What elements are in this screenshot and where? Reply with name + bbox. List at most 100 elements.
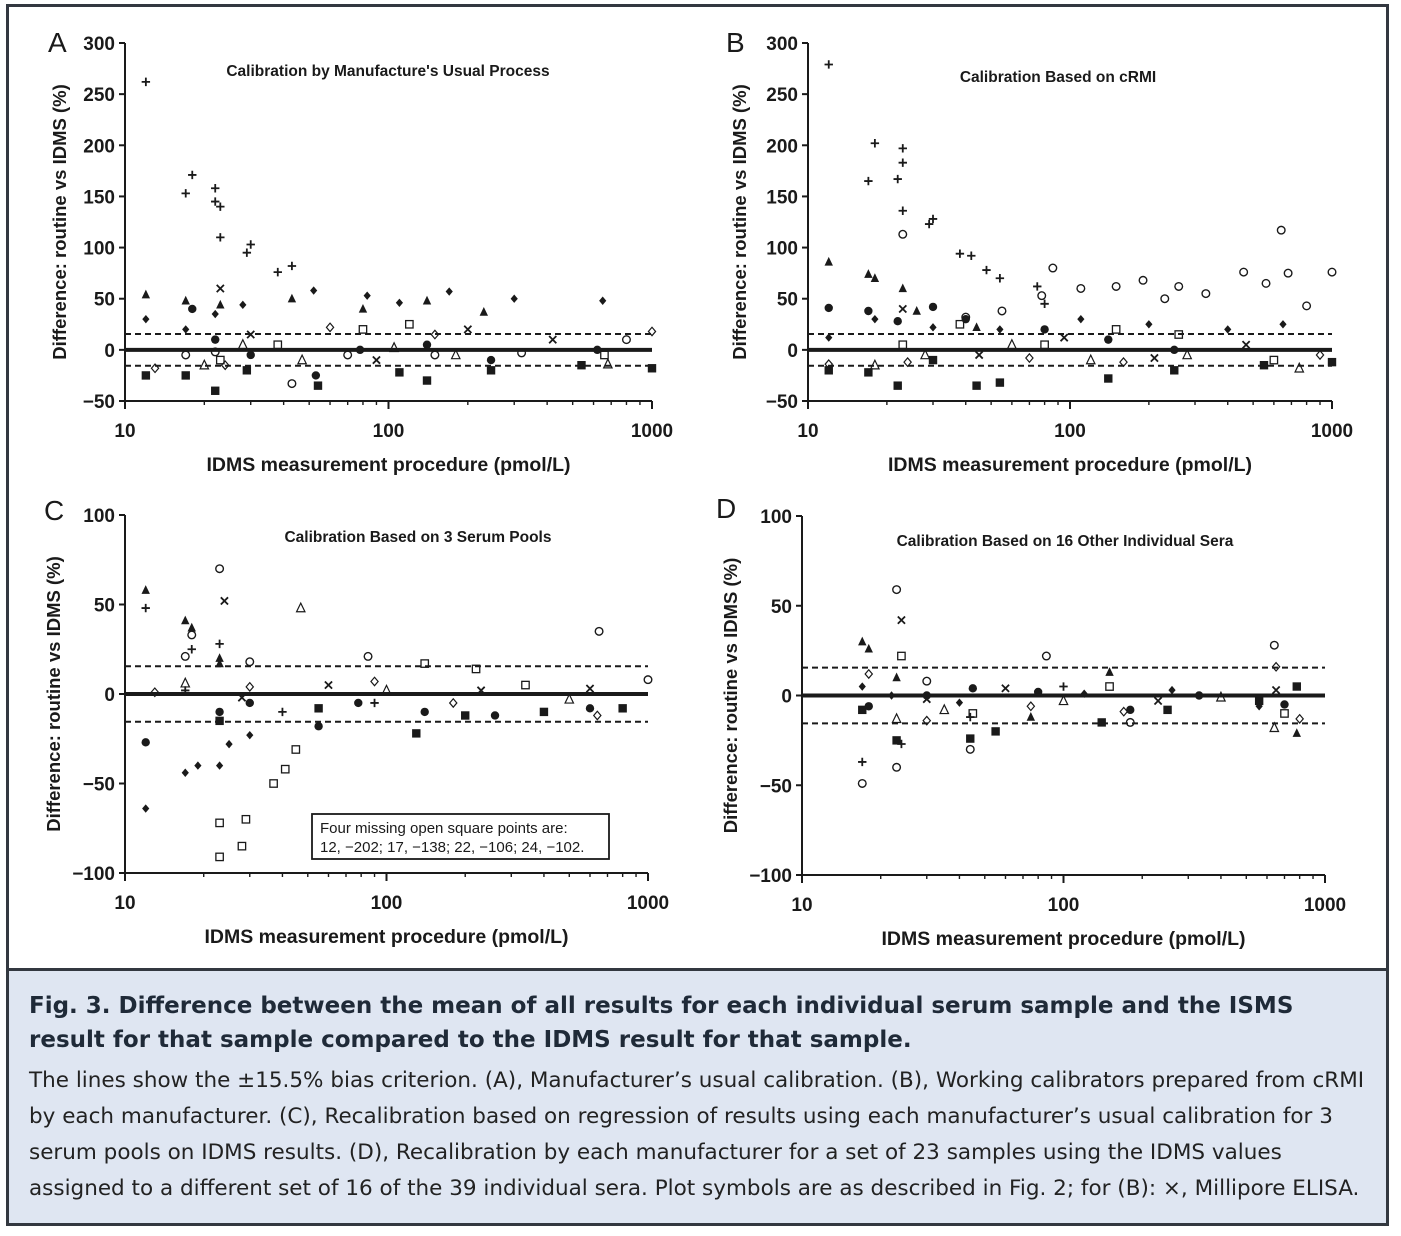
panel-d-point xyxy=(892,585,902,595)
panel-a-point xyxy=(445,287,453,296)
panel-a-point xyxy=(647,326,657,337)
panel-b-point xyxy=(1259,361,1269,370)
panel-d-point xyxy=(864,643,873,653)
panel-b-point xyxy=(1279,320,1287,329)
panel-b-ylabel: Difference: routine vs IDMS (%) xyxy=(729,84,750,360)
panel-a-point xyxy=(430,329,440,340)
panel-b-point xyxy=(1174,281,1184,291)
panel-a-ytick-label: 200 xyxy=(83,136,115,157)
panel-a-point xyxy=(325,322,335,333)
panel-a-point xyxy=(313,381,323,390)
panel-a-point xyxy=(363,291,371,300)
panel-a-point xyxy=(593,345,602,355)
panel-d-point xyxy=(1026,701,1036,712)
panel-c-note-line: Four missing open square points are: xyxy=(320,820,568,837)
panel-d-xtick-label: 1000 xyxy=(1304,895,1346,916)
panel-b-point xyxy=(898,229,908,239)
panel-b-point xyxy=(972,322,981,332)
panel-a-point xyxy=(486,366,496,375)
panel-b-point xyxy=(1104,374,1113,383)
panel-c-point xyxy=(181,768,189,777)
panel-b-point xyxy=(919,348,931,360)
panel-b-ytick-label: 0 xyxy=(787,341,798,362)
panel-b-point xyxy=(974,350,984,360)
panel-d-ytick-label: 0 xyxy=(781,687,792,708)
panel-d-point xyxy=(892,672,901,682)
panel-a-point xyxy=(395,368,404,377)
panel-a-point xyxy=(246,240,255,249)
panel-a-ytick-label: 250 xyxy=(83,85,115,106)
panel-b-xtick-label: 1000 xyxy=(1311,421,1353,442)
panel-a-point xyxy=(355,345,365,355)
panel-b-letter: B xyxy=(726,27,745,58)
panel-c-ytick-label: 50 xyxy=(94,596,115,617)
panel-c-point xyxy=(245,657,255,667)
panel-c-point xyxy=(215,639,224,649)
panel-c-point xyxy=(194,761,202,770)
panel-d-point xyxy=(1080,689,1088,698)
panel-c-point xyxy=(150,687,160,698)
panel-a-title: Calibration by Manufacture's Usual Proce… xyxy=(226,63,549,80)
panel-c-point xyxy=(592,710,602,721)
panel-d-point xyxy=(939,703,950,715)
panel-b-point xyxy=(893,381,902,390)
panel-c-point xyxy=(363,651,373,661)
panel-b-point xyxy=(824,303,833,313)
panel-a-point xyxy=(388,341,400,353)
panel-b-point xyxy=(982,265,991,275)
panel-c-point xyxy=(141,585,150,594)
panel-a-point xyxy=(211,335,220,344)
panel-b-point xyxy=(1269,355,1279,365)
panel-b-point xyxy=(1048,263,1058,273)
panel-a-point xyxy=(621,335,631,345)
panel-b-point xyxy=(903,357,913,368)
panel-c-point xyxy=(370,676,379,687)
panel-a-point xyxy=(358,325,368,334)
panel-b-point xyxy=(967,251,976,260)
panel-a-point xyxy=(211,309,219,319)
panel-c-point xyxy=(314,722,323,731)
panel-a-point xyxy=(141,289,151,299)
panel-a-point xyxy=(510,294,518,303)
panel-a-point xyxy=(343,350,353,360)
panel-d-xtick-label: 100 xyxy=(1048,895,1080,916)
panel-d-point xyxy=(1058,694,1069,706)
panel-c-point xyxy=(269,779,278,788)
panel-c-point xyxy=(215,818,224,828)
panel-c-point xyxy=(476,686,486,695)
panel-c-point xyxy=(245,681,255,692)
panel-a-letter: A xyxy=(48,27,67,58)
panel-d-xlabel: IDMS measurement procedure (pmol/L) xyxy=(881,928,1245,950)
panel-a-xtick-label: 1000 xyxy=(631,421,673,442)
panel-c-point xyxy=(278,707,287,717)
panel-d-point xyxy=(991,727,1000,736)
panel-b-point xyxy=(1261,278,1271,288)
panel-a-point xyxy=(422,340,432,349)
panel-d-point xyxy=(1163,705,1172,715)
panel-c-point xyxy=(181,686,190,695)
panel-b-point xyxy=(1315,349,1325,361)
panel-b-title: Calibration Based on cRMI xyxy=(960,69,1156,86)
panel-d-point xyxy=(887,691,896,700)
panel-c-point xyxy=(181,615,190,625)
panel-a-ytick-label: 300 xyxy=(83,34,115,55)
panel-d-letter: D xyxy=(716,493,736,524)
panel-c-point xyxy=(215,707,224,717)
panel-c-point xyxy=(381,684,392,695)
panel-d-point xyxy=(858,636,867,646)
panel-a-point xyxy=(211,386,220,395)
panel-a-point xyxy=(287,293,297,303)
panel-d-point xyxy=(857,778,867,788)
panel-a-ytick-label: 50 xyxy=(94,290,115,311)
panel-b-point xyxy=(1111,281,1121,291)
panel-c-point xyxy=(314,704,323,713)
panel-d-point xyxy=(1033,687,1043,697)
panel-a-point xyxy=(246,350,255,360)
panel-b-point xyxy=(955,249,965,258)
panel-d-point xyxy=(892,762,902,772)
panel-c-point xyxy=(187,645,196,654)
panel-b-point xyxy=(871,314,879,324)
panel-c-point xyxy=(141,738,150,747)
panel-c-point xyxy=(215,564,225,574)
panel-b-point xyxy=(996,325,1004,334)
